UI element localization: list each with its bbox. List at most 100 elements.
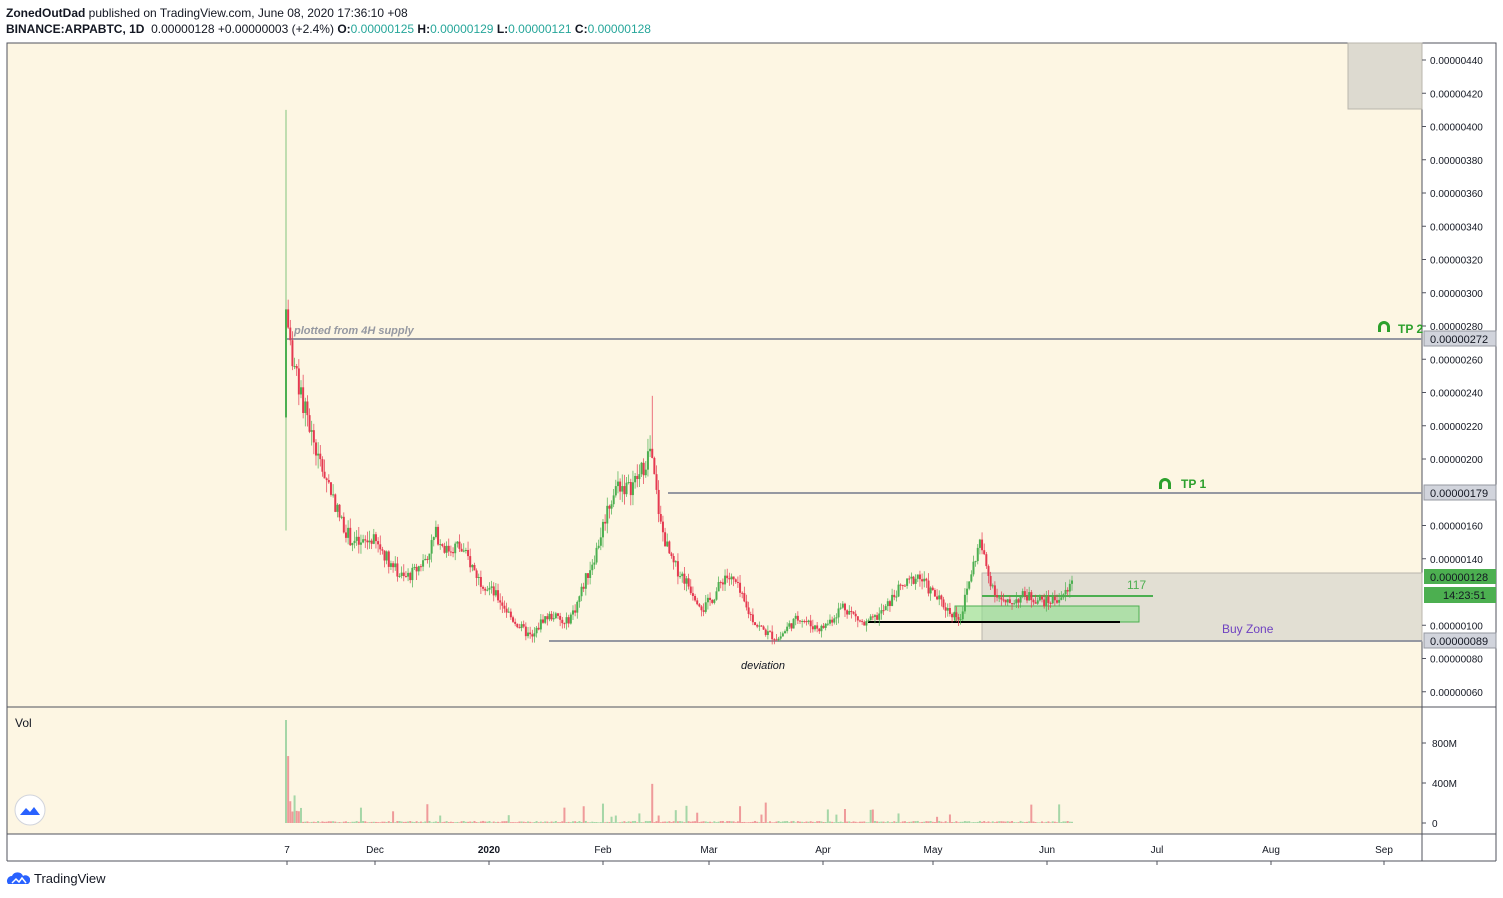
candle-body[interactable] xyxy=(681,573,684,577)
candle-body[interactable] xyxy=(364,539,367,541)
candle-body[interactable] xyxy=(631,482,634,496)
candle-body[interactable] xyxy=(869,616,872,621)
candle-body[interactable] xyxy=(933,590,936,597)
candle-body[interactable] xyxy=(359,542,362,545)
candle-body[interactable] xyxy=(865,621,868,626)
tradingview-footer-logo[interactable]: TradingView xyxy=(6,871,106,886)
tradingview-badge-icon[interactable] xyxy=(14,794,46,826)
candle-body[interactable] xyxy=(679,576,682,578)
candle-body[interactable] xyxy=(471,564,474,568)
candle-body[interactable] xyxy=(700,606,703,611)
candle-body[interactable] xyxy=(951,613,954,618)
candle-body[interactable] xyxy=(492,586,495,596)
candle-body[interactable] xyxy=(597,545,600,548)
candle-body[interactable] xyxy=(689,586,692,594)
candle-body[interactable] xyxy=(940,595,943,600)
candle-body[interactable] xyxy=(634,475,637,483)
candle-body[interactable] xyxy=(531,634,534,637)
candle-body[interactable] xyxy=(392,563,395,568)
candle-body[interactable] xyxy=(961,611,964,620)
candle-body[interactable] xyxy=(482,586,485,589)
candle-body[interactable] xyxy=(349,527,352,546)
candle-body[interactable] xyxy=(325,478,328,481)
candle-body[interactable] xyxy=(477,576,480,578)
candle-body[interactable] xyxy=(599,537,602,546)
candle-body[interactable] xyxy=(918,574,921,580)
candle-body[interactable] xyxy=(666,541,669,547)
candle-body[interactable] xyxy=(533,633,536,637)
candle-body[interactable] xyxy=(413,566,416,568)
candle-body[interactable] xyxy=(462,550,465,552)
candle-body[interactable] xyxy=(769,631,772,633)
candle-body[interactable] xyxy=(672,556,675,563)
candle-body[interactable] xyxy=(739,582,742,593)
candle-body[interactable] xyxy=(464,550,467,552)
candle-body[interactable] xyxy=(576,601,579,613)
candle-body[interactable] xyxy=(936,596,939,600)
candle-body[interactable] xyxy=(910,576,913,579)
candle-body[interactable] xyxy=(728,578,731,580)
candle-body[interactable] xyxy=(499,600,502,603)
candle-body[interactable] xyxy=(366,540,369,543)
candle-body[interactable] xyxy=(858,620,861,622)
accumulation-box[interactable] xyxy=(954,605,1140,623)
candle-body[interactable] xyxy=(899,584,902,586)
candle-body[interactable] xyxy=(1068,583,1071,592)
candle-body[interactable] xyxy=(773,639,776,641)
candle-body[interactable] xyxy=(584,573,587,589)
candle-body[interactable] xyxy=(657,489,660,515)
candle-body[interactable] xyxy=(948,608,951,614)
candle-body[interactable] xyxy=(895,596,898,598)
candle-body[interactable] xyxy=(428,553,431,560)
candle-body[interactable] xyxy=(998,597,1001,599)
candle-body[interactable] xyxy=(805,621,808,623)
candle-body[interactable] xyxy=(411,567,414,581)
candle-body[interactable] xyxy=(580,586,583,597)
candle-body[interactable] xyxy=(747,607,750,615)
candle-body[interactable] xyxy=(736,581,739,583)
candle-body[interactable] xyxy=(668,541,671,554)
candle-body[interactable] xyxy=(449,551,452,553)
candle-body[interactable] xyxy=(856,616,859,621)
candle-body[interactable] xyxy=(818,628,821,632)
candle-body[interactable] xyxy=(473,564,476,571)
candle-body[interactable] xyxy=(751,614,754,623)
candle-body[interactable] xyxy=(888,601,891,606)
candle-body[interactable] xyxy=(524,626,527,637)
candle-body[interactable] xyxy=(556,613,559,616)
candle-body[interactable] xyxy=(820,625,823,632)
candle-body[interactable] xyxy=(591,564,594,571)
candle-body[interactable] xyxy=(329,482,332,495)
candle-body[interactable] xyxy=(790,623,793,629)
volume-pane-background[interactable] xyxy=(7,707,1422,834)
candle-body[interactable] xyxy=(685,578,688,584)
candle-body[interactable] xyxy=(987,566,990,576)
candle-body[interactable] xyxy=(308,415,311,432)
candle-body[interactable] xyxy=(394,563,397,568)
candle-body[interactable] xyxy=(612,495,615,505)
candle-body[interactable] xyxy=(520,624,523,628)
candle-body[interactable] xyxy=(878,613,881,620)
candle-body[interactable] xyxy=(717,582,720,592)
candle-body[interactable] xyxy=(743,593,746,602)
candle-body[interactable] xyxy=(764,629,767,635)
candle-body[interactable] xyxy=(1032,600,1035,603)
candle-body[interactable] xyxy=(784,631,787,634)
candle-body[interactable] xyxy=(383,550,386,561)
upper-supply-zone[interactable] xyxy=(1347,42,1423,110)
candle-body[interactable] xyxy=(880,610,883,614)
candle-body[interactable] xyxy=(771,631,774,640)
candle-body[interactable] xyxy=(749,614,752,616)
candle-body[interactable] xyxy=(542,619,545,623)
candle-body[interactable] xyxy=(811,626,814,630)
candle-body[interactable] xyxy=(574,610,577,613)
candle-body[interactable] xyxy=(1002,599,1005,601)
candle-body[interactable] xyxy=(921,579,924,582)
candle-body[interactable] xyxy=(993,585,996,596)
candle-body[interactable] xyxy=(876,615,879,620)
candle-body[interactable] xyxy=(552,618,555,620)
candle-body[interactable] xyxy=(861,620,864,622)
candle-body[interactable] xyxy=(460,548,463,552)
candle-body[interactable] xyxy=(659,514,662,522)
candle-body[interactable] xyxy=(912,576,915,584)
